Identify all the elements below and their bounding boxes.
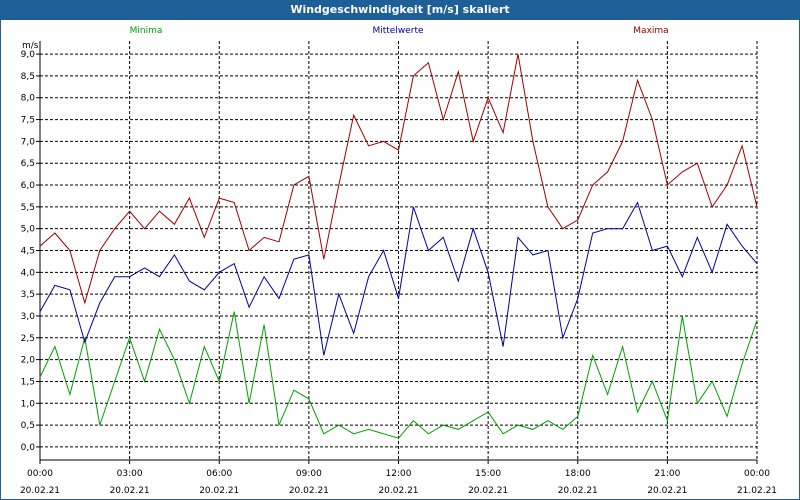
y-axis-label: m/s [22, 41, 39, 51]
x-tick-time: 00:00 [27, 469, 53, 479]
y-tick-label: 8,5 [21, 72, 35, 82]
legend-minima: Minima [130, 26, 163, 36]
y-tick-label: 2,5 [21, 334, 35, 344]
x-tick-date: 20.02.21 [378, 486, 418, 496]
legend-maxima: Maxima [633, 26, 668, 36]
x-tick-date: 20.02.21 [110, 486, 150, 496]
x-tick-time: 06:00 [206, 469, 232, 479]
x-tick-date: 21.02.21 [737, 486, 777, 496]
y-tick-label: 3,5 [21, 290, 35, 300]
legend: Minima Mittelwerte Maxima [130, 26, 669, 36]
y-tick-label: 8,0 [21, 94, 36, 104]
x-tick-time: 12:00 [386, 469, 412, 479]
y-tick-label: 5,0 [21, 225, 36, 235]
y-tick-label: 0,5 [21, 421, 35, 431]
x-tick-date: 20.02.21 [468, 486, 508, 496]
series-line-mittelwerte [39, 201, 758, 356]
window-title: Windgeschwindigkeit [m/s] skaliert [0, 0, 800, 20]
y-tick-label: 0,0 [21, 443, 36, 453]
series-lines [39, 54, 758, 439]
x-tick-date: 20.02.21 [558, 486, 598, 496]
grid-lines [39, 41, 758, 460]
y-tick-label: 7,5 [21, 116, 35, 126]
x-tick-date: 20.02.21 [289, 486, 329, 496]
y-tick-label: 9,0 [21, 50, 36, 60]
x-tick-time: 21:00 [654, 469, 680, 479]
axes: 0,0 0,5 1,0 1,5 2,0 2,5 3,0 3,5 4,0 4,5 5,0 5,5 6,0 6… [20, 41, 777, 496]
x-tick-date: 20.02.21 [199, 486, 239, 496]
y-tick-label: 4,0 [21, 268, 36, 278]
x-tick-time: 03:00 [117, 469, 143, 479]
y-tick-label: 3,0 [21, 312, 36, 322]
x-tick-time: 18:00 [565, 469, 591, 479]
y-tick-label: 1,5 [21, 377, 35, 387]
legend-mittelwerte: Mittelwerte [372, 26, 423, 36]
x-tick-time: 15:00 [475, 469, 501, 479]
y-tick-label: 4,5 [21, 247, 35, 257]
x-tick-time: 00:00 [744, 469, 770, 479]
series-line-minima [39, 311, 758, 439]
y-tick-label: 7,0 [21, 137, 36, 147]
x-tick-date: 20.02.21 [647, 486, 687, 496]
y-tick-label: 6,0 [21, 181, 36, 191]
y-tick-label: 5,5 [21, 203, 35, 213]
y-tick-label: 6,5 [21, 159, 35, 169]
y-tick-label: 2,0 [21, 356, 36, 366]
x-tick-time: 09:00 [296, 469, 322, 479]
y-tick-label: 1,0 [21, 399, 36, 409]
series-line-maxima [39, 54, 758, 305]
x-tick-date: 20.02.21 [20, 486, 60, 496]
